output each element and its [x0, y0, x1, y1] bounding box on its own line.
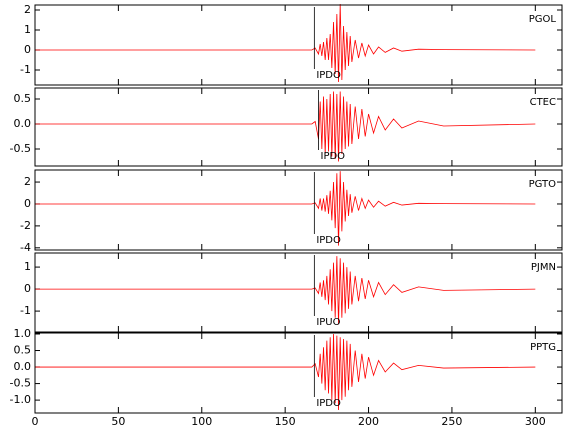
y-tick-label: 0.5: [14, 344, 32, 357]
y-tick-label: -4: [20, 241, 31, 254]
y-tick-label: 1.0: [14, 327, 32, 340]
phase-label: IPDO: [321, 151, 346, 162]
station-label: PGTO: [529, 179, 557, 190]
waveform: [35, 3, 536, 83]
panel-frame: [34, 87, 563, 167]
phase-label: IPUO: [316, 317, 340, 328]
waveform: [35, 91, 536, 162]
y-tick-label: -1: [20, 304, 31, 317]
panel-frame: [34, 252, 563, 333]
phase-label: IPDO: [316, 70, 341, 81]
x-tick-label: 200: [358, 415, 379, 428]
x-tick-label: 300: [525, 415, 546, 428]
phase-label: IPDO: [316, 398, 341, 409]
station-label: PPTG: [530, 342, 556, 353]
y-tick-label: -1: [20, 63, 31, 76]
x-tick-label: 100: [191, 415, 212, 428]
station-label: CTEC: [530, 97, 556, 108]
y-tick-label: 2: [24, 3, 31, 16]
y-tick-label: -0.5: [10, 142, 31, 155]
y-tick-label: 1: [24, 23, 31, 36]
y-tick-label: 0: [24, 43, 31, 56]
y-tick-label: -1.0: [10, 393, 31, 406]
y-tick-label: 0: [24, 282, 31, 295]
y-tick-label: 0: [24, 197, 31, 210]
panel-frame: [34, 169, 563, 251]
x-tick-label: 50: [111, 415, 125, 428]
y-tick-label: 2: [24, 175, 31, 188]
x-tick-label: 250: [441, 415, 462, 428]
y-tick-label: 0.5: [14, 92, 32, 105]
station-label: PJMN: [531, 262, 556, 273]
panel-frame: [34, 4, 563, 86]
waveform: [35, 333, 536, 411]
y-tick-label: 0.0: [14, 117, 32, 130]
waveform: [35, 171, 536, 246]
phase-label: IPDO: [316, 235, 341, 246]
y-tick-label: 1: [24, 260, 31, 273]
x-tick-label: 150: [275, 415, 296, 428]
panel-frame: [34, 332, 563, 414]
station-label: PGOL: [529, 14, 557, 25]
waveform: [35, 256, 536, 325]
x-tick-label: 0: [32, 415, 39, 428]
y-tick-label: -0.5: [10, 377, 31, 390]
y-tick-label: -2: [20, 219, 31, 232]
y-tick-label: 0.0: [14, 360, 32, 373]
